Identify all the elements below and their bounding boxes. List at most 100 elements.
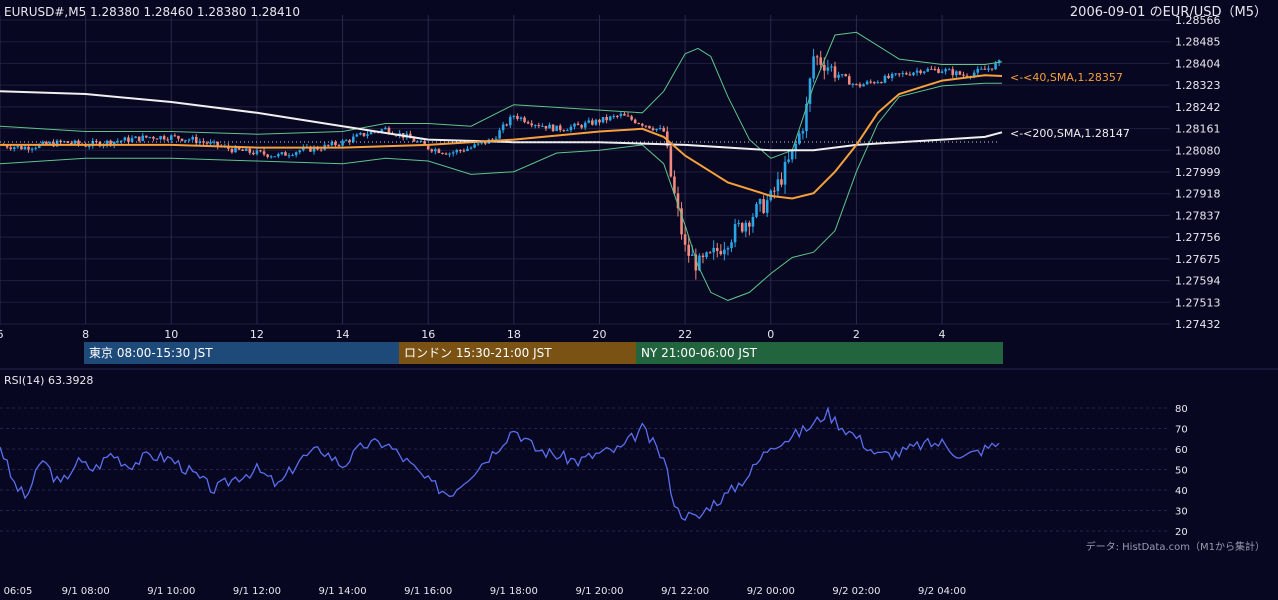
symbol-info: EURUSD#,M5 1.28380 1.28460 1.28380 1.284… — [4, 5, 300, 19]
candle-body — [505, 124, 509, 126]
candle-body — [819, 57, 823, 65]
candle-body — [740, 223, 744, 232]
candle-body — [180, 138, 184, 141]
candle-body — [244, 148, 248, 152]
candle-body — [980, 68, 983, 70]
candle-body — [773, 190, 776, 192]
candle-body — [944, 69, 947, 72]
candle-body — [755, 204, 758, 217]
price-tick-label: 1.27918 — [1175, 188, 1221, 201]
candle-body — [230, 148, 234, 153]
candle-body — [694, 254, 698, 271]
candle-body — [476, 143, 480, 145]
candle-body — [291, 155, 294, 157]
candle-body — [45, 141, 48, 145]
candle-body — [997, 60, 1001, 64]
hour-tick-label: 2 — [853, 328, 860, 341]
time-tick-label: 9/1 10:00 — [147, 586, 195, 597]
candle-body — [187, 139, 191, 141]
hour-tick-label: 8 — [82, 328, 89, 341]
candle-body — [434, 149, 437, 152]
candle-body — [469, 147, 473, 149]
candle-body — [783, 161, 787, 185]
candles — [2, 48, 1001, 280]
candle-body — [366, 134, 369, 136]
candle-body — [55, 140, 59, 147]
candle-body — [23, 146, 27, 150]
sma40-label: <-<40,SMA,1.28357 — [1010, 71, 1123, 84]
candle-body — [658, 127, 662, 129]
candle-body — [87, 145, 91, 147]
candle-body — [712, 247, 715, 253]
candle-body — [423, 141, 426, 145]
candle-body — [298, 150, 302, 153]
candle-body — [708, 252, 712, 254]
candle-body — [216, 141, 219, 147]
candle-body — [480, 141, 484, 144]
candle-body — [337, 145, 341, 147]
candle-body — [655, 128, 658, 131]
candle-body — [751, 216, 755, 227]
candle-body — [912, 72, 915, 76]
candle-body — [494, 138, 498, 140]
candle-body — [48, 142, 52, 145]
candle-body — [351, 136, 355, 142]
time-tick-label: 9/1 08:00 — [62, 586, 110, 597]
price-tick-label: 1.28404 — [1175, 57, 1221, 70]
candle-body — [444, 153, 448, 155]
hour-tick-label: 14 — [336, 328, 350, 341]
candle-body — [826, 67, 830, 71]
candle-body — [762, 199, 765, 213]
chart-title: 2006-09-01 のEUR/USD（M5） — [1070, 5, 1267, 20]
candle-body — [555, 125, 558, 132]
rsi-panel: RSI(14) 63.3928 80 70 60 50 40 30 20 データ: Hist… — [0, 374, 1265, 553]
price-tick-label: 1.28161 — [1175, 123, 1221, 136]
candle-body — [319, 149, 323, 151]
candle-body — [41, 141, 45, 145]
candle-body — [362, 133, 366, 136]
candle-body — [209, 142, 212, 144]
rsi-tick-label: 20 — [1175, 527, 1188, 538]
candle-body — [780, 179, 783, 185]
candle-body — [137, 136, 141, 141]
candle-body — [619, 113, 623, 116]
candle-body — [59, 140, 62, 143]
rsi-tick-label: 50 — [1175, 466, 1188, 477]
sma200-line — [0, 90, 1003, 152]
candle-body — [277, 154, 280, 157]
candle-body — [623, 113, 626, 116]
candle-body — [808, 78, 812, 104]
time-tick-label: 9/2 02:00 — [832, 586, 880, 597]
candle-body — [573, 123, 576, 127]
candle-body — [541, 125, 544, 127]
candle-body — [169, 135, 173, 141]
candle-body — [419, 141, 423, 143]
candle-body — [262, 151, 266, 155]
candle-body — [972, 72, 976, 77]
time-axis: 06:05 9/1 08:00 9/1 10:00 9/1 12:00 9/1 14:0… — [4, 586, 967, 597]
candle-body — [551, 124, 555, 132]
candle-body — [608, 116, 612, 121]
candle-body — [765, 200, 769, 213]
price-tick-label: 1.28485 — [1175, 36, 1221, 49]
candle-body — [758, 199, 762, 205]
candle-body — [955, 71, 958, 76]
price-tick-label: 1.27837 — [1175, 209, 1221, 222]
candle-body — [922, 71, 926, 74]
candle-body — [530, 123, 533, 126]
candle-body — [723, 249, 726, 255]
candle-body — [962, 74, 965, 76]
candle-body — [459, 150, 462, 152]
rsi-axis: 80 70 60 50 40 30 20 — [1175, 404, 1188, 538]
candle-body — [130, 138, 134, 142]
candle-body — [676, 193, 680, 209]
candle-body — [630, 116, 633, 120]
candle-body — [598, 119, 601, 123]
candle-body — [37, 144, 41, 148]
candle-body — [198, 141, 202, 143]
candle-body — [537, 125, 541, 127]
price-tick-label: 1.28080 — [1175, 144, 1221, 157]
rsi-label: RSI(14) 63.3928 — [4, 374, 93, 387]
candle-body — [947, 69, 951, 71]
candle-body — [369, 131, 373, 135]
